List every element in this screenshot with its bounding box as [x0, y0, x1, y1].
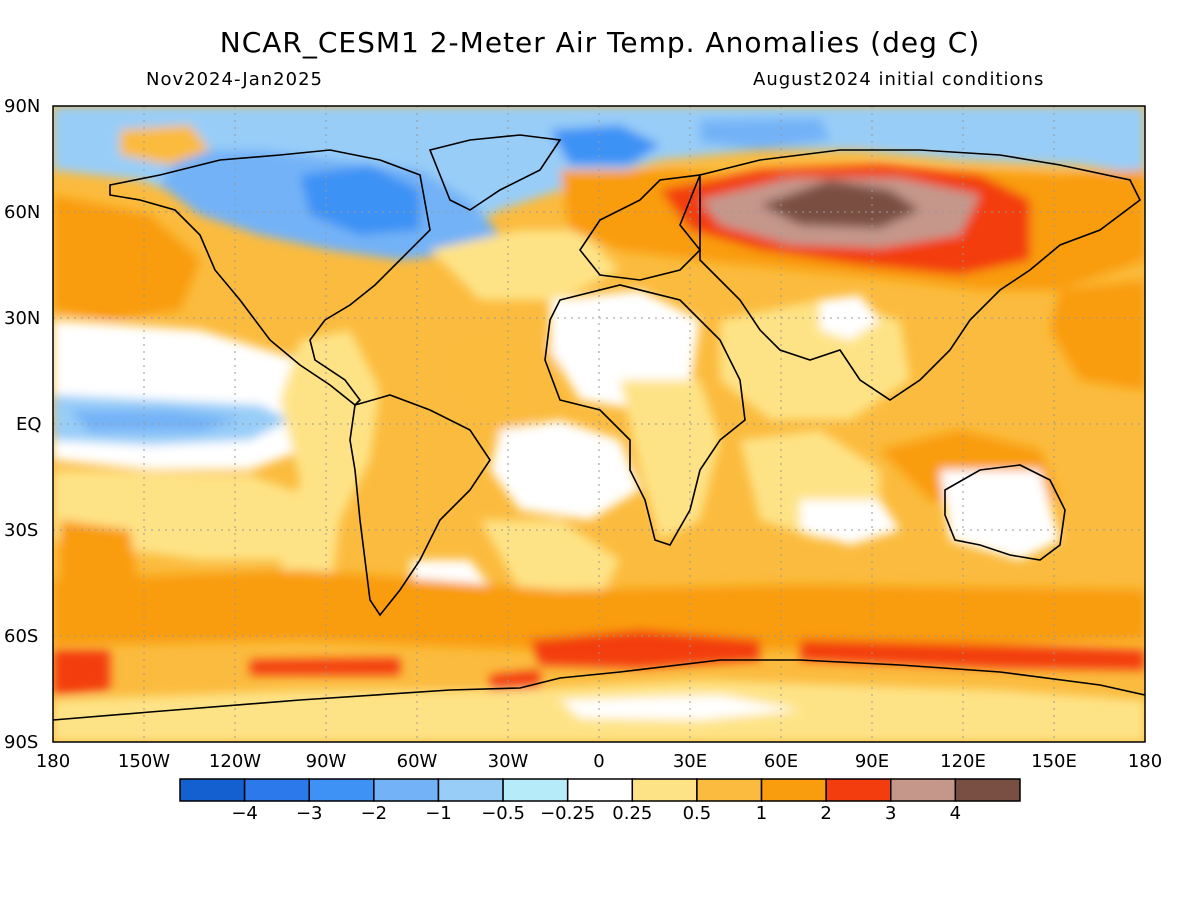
colorbar-swatch: [890, 778, 957, 802]
field-australia-white: [940, 470, 1060, 560]
field-greenland-sea-blue: [550, 125, 660, 165]
colorbar-label: 3: [885, 803, 896, 824]
lat-label: 90N: [4, 96, 40, 117]
colorbar-labels: −4 −3 −2 −1 −0.5 −0.25 0.25 0.5 1 2 3 4: [231, 803, 961, 824]
lat-label: 60N: [4, 202, 40, 223]
colorbar-label: −4: [231, 803, 258, 824]
lat-label: 90S: [4, 732, 38, 753]
field-npac-warm: [53, 195, 200, 320]
field-southern-ocean-red: [530, 630, 760, 668]
coastlines: [53, 134, 1145, 721]
colorbar-swatch: [760, 778, 827, 802]
lon-label: 30W: [488, 751, 529, 772]
colorbar-label: 0.5: [683, 803, 712, 824]
lon-label: 180: [1128, 751, 1162, 772]
map-title: NCAR_CESM1 2-Meter Air Temp. Anomalies (…: [219, 26, 981, 59]
coast-australia: [944, 464, 1066, 561]
field-canada-core: [300, 165, 420, 235]
lon-label: 150E: [1031, 751, 1077, 772]
graticule: [53, 106, 1145, 742]
lon-label: 60W: [397, 751, 438, 772]
colorbar: [179, 778, 1021, 802]
coast-greenland: [428, 134, 562, 211]
field-barents-blue: [700, 118, 830, 150]
coast-south-america: [349, 394, 491, 617]
colorbar-swatch: [696, 778, 763, 802]
colorbar-swatch: [437, 778, 504, 802]
lat-labels: 90N 60N 30N EQ 30S 60S 90S: [4, 96, 42, 753]
colorbar-label: −0.25: [540, 803, 595, 824]
lon-label: 30E: [673, 751, 707, 772]
lon-label: 180: [36, 751, 70, 772]
colorbar-swatch: [308, 778, 375, 802]
colorbar-swatch: [631, 778, 698, 802]
coast-europe: [579, 174, 702, 281]
colorbar-label: −3: [296, 803, 323, 824]
field-pacific-cool-core: [70, 410, 240, 432]
colorbar-swatch: [502, 778, 569, 802]
coast-africa: [544, 284, 746, 546]
colorbar-swatch: [825, 778, 892, 802]
lat-label: 60S: [4, 626, 38, 647]
colorbar-label: 4: [950, 803, 961, 824]
colorbar-label: −2: [361, 803, 388, 824]
colorbar-swatch: [243, 778, 310, 802]
lon-label: 120E: [940, 751, 986, 772]
colorbar-swatch: [179, 778, 246, 802]
coast-north-america: [109, 149, 431, 407]
map-frame: [52, 105, 1146, 743]
colorbar-swatch: [373, 778, 440, 802]
colorbar-label: 1: [756, 803, 767, 824]
colorbar-label: 2: [820, 803, 831, 824]
lat-label: EQ: [16, 414, 42, 435]
colorbar-label: 0.25: [612, 803, 652, 824]
anomaly-field: [53, 106, 1145, 742]
lon-label: 150W: [118, 751, 170, 772]
lon-labels: 180 150W 120W 90W 60W 30W 0 30E 60E 90E …: [36, 751, 1162, 772]
field-siberia-core: [760, 180, 920, 228]
initial-conditions: August2024 initial conditions: [753, 69, 1045, 90]
lon-label: 0: [593, 751, 604, 772]
forecast-period: Nov2024-Jan2025: [146, 69, 323, 90]
lat-label: 30S: [4, 520, 38, 541]
lon-label: 90E: [855, 751, 889, 772]
lon-label: 120W: [209, 751, 261, 772]
lon-label: 90W: [306, 751, 347, 772]
colorbar-swatch: [954, 778, 1021, 802]
colorbar-label: −1: [425, 803, 452, 824]
lon-label: 60E: [764, 751, 798, 772]
lat-label: 30N: [4, 308, 40, 329]
coast-antarctica: [53, 659, 1145, 721]
coast-asia: [699, 149, 1142, 401]
colorbar-swatch: [566, 778, 634, 802]
colorbar-label: −0.5: [481, 803, 525, 824]
